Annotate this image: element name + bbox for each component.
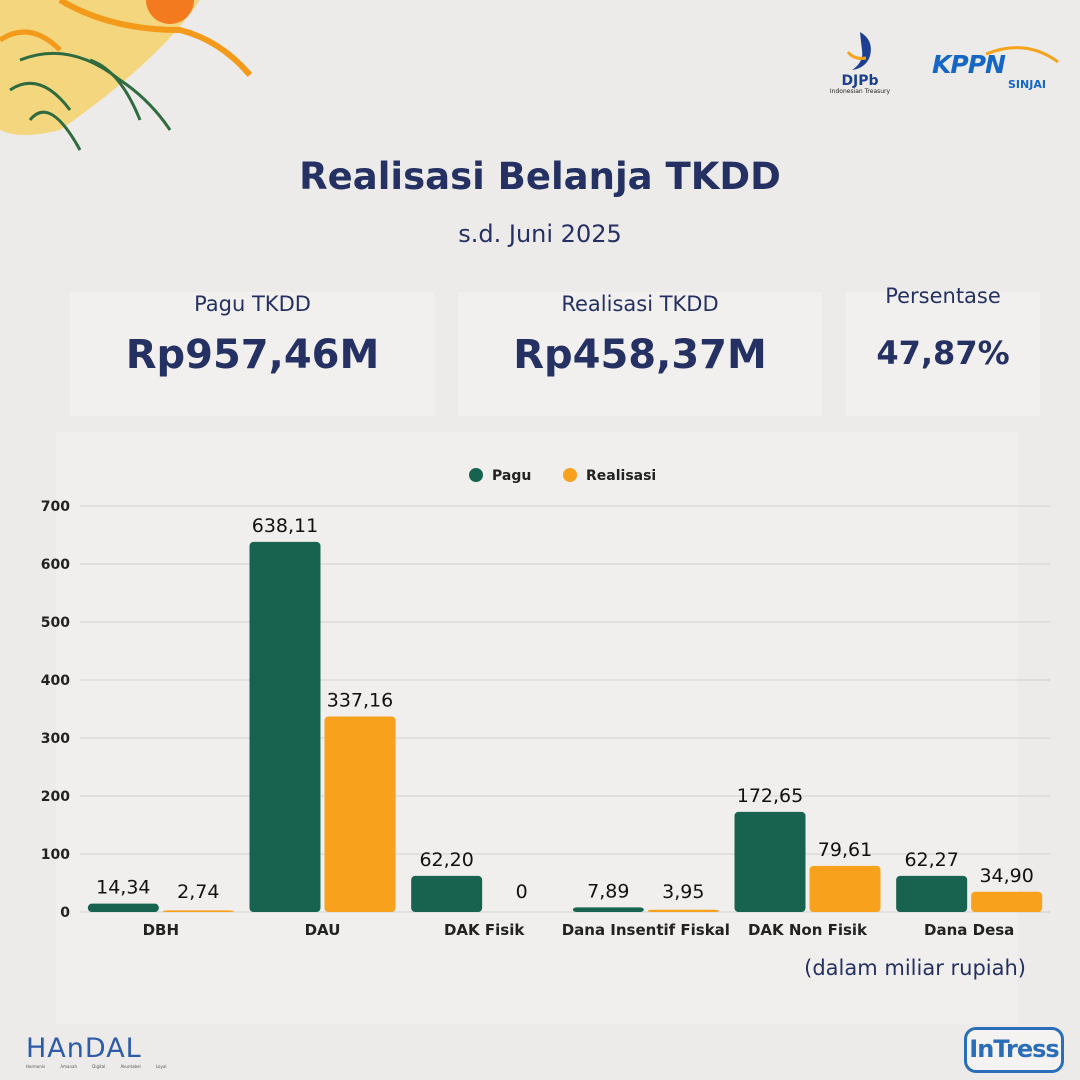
y-tick-label: 0 bbox=[60, 905, 70, 921]
bar-realisasi bbox=[971, 891, 1043, 912]
djpb-subtitle: Indonesian Treasury bbox=[829, 88, 891, 95]
bar-pagu bbox=[249, 541, 321, 912]
bar-pagu bbox=[572, 907, 644, 912]
x-tick-label: DBH bbox=[143, 921, 179, 939]
x-tick-label: DAK Non Fisik bbox=[748, 921, 868, 939]
data-label-pagu: 172,65 bbox=[737, 785, 803, 807]
page-title: Realisasi Belanja TKDD bbox=[299, 155, 781, 198]
data-label-realisasi: 34,90 bbox=[979, 865, 1033, 887]
bar-realisasi bbox=[324, 716, 396, 912]
bar-realisasi bbox=[647, 909, 719, 912]
x-tick-label: DAU bbox=[305, 921, 341, 939]
chart-panel bbox=[56, 432, 1018, 1024]
djpb-emblem-icon bbox=[846, 32, 871, 70]
djpb-name: DJPb bbox=[841, 73, 879, 89]
data-label-pagu: 62,20 bbox=[419, 849, 473, 871]
legend-pagu-label: Pagu bbox=[492, 468, 531, 484]
legend-realisasi-swatch bbox=[563, 468, 577, 482]
realisasi-value: Rp458,37M bbox=[513, 332, 767, 378]
data-label-pagu: 7,89 bbox=[587, 880, 629, 902]
legend-realisasi-label: Realisasi bbox=[586, 468, 656, 484]
page-subtitle: s.d. Juni 2025 bbox=[458, 220, 622, 248]
y-tick-label: 100 bbox=[41, 847, 70, 863]
realisasi-label: Realisasi TKDD bbox=[561, 292, 719, 316]
unit-note: (dalam miliar rupiah) bbox=[804, 956, 1026, 980]
kppn-office: SINJAI bbox=[1008, 78, 1046, 91]
data-label-realisasi: 3,95 bbox=[662, 881, 704, 903]
bar-realisasi bbox=[809, 865, 881, 912]
kppn-name: KPPN bbox=[932, 50, 1006, 79]
bar-pagu bbox=[896, 875, 968, 912]
data-label-realisasi: 2,74 bbox=[177, 881, 219, 903]
x-tick-label: Dana Desa bbox=[924, 921, 1014, 939]
bar-pagu bbox=[87, 903, 159, 912]
data-label-realisasi: 337,16 bbox=[327, 689, 393, 711]
x-tick-label: Dana Insentif Fiskal bbox=[562, 921, 730, 939]
realisasi-card: Realisasi TKDD Rp458,37M bbox=[458, 292, 822, 416]
data-label-pagu: 638,11 bbox=[252, 515, 318, 537]
persentase-label: Persentase bbox=[885, 284, 1001, 308]
pagu-card: Pagu TKDD Rp957,46M bbox=[70, 292, 435, 416]
data-label-pagu: 14,34 bbox=[96, 877, 150, 899]
y-tick-label: 200 bbox=[41, 789, 70, 805]
bar-realisasi bbox=[162, 910, 234, 912]
x-tick-label: DAK Fisik bbox=[444, 921, 525, 939]
y-tick-label: 700 bbox=[41, 499, 70, 515]
bar-pagu bbox=[411, 875, 483, 912]
pagu-value: Rp957,46M bbox=[125, 332, 380, 378]
legend-pagu-swatch bbox=[469, 468, 483, 482]
handal-tagline: Harmonis Amanah Digital Akuntabel Loyal bbox=[26, 1064, 167, 1069]
y-tick-label: 600 bbox=[41, 557, 70, 573]
y-tick-label: 400 bbox=[41, 673, 70, 689]
intress-logo: InTress bbox=[964, 1027, 1064, 1073]
handal-name: HAnDAL bbox=[26, 1033, 142, 1064]
y-tick-label: 500 bbox=[41, 615, 70, 631]
kppn-swoosh-icon bbox=[985, 46, 1059, 64]
data-label-realisasi: 0 bbox=[516, 881, 528, 903]
bar-pagu bbox=[734, 811, 806, 912]
intress-name: InTress bbox=[969, 1035, 1059, 1063]
y-tick-label: 300 bbox=[41, 731, 70, 747]
pagu-label: Pagu TKDD bbox=[194, 292, 311, 316]
handal-logo: HAnDAL Harmonis Amanah Digital Akuntabel… bbox=[26, 1034, 184, 1074]
kppn-logo: KPPN SINJAI bbox=[926, 40, 1066, 92]
data-label-pagu: 62,27 bbox=[904, 849, 958, 871]
persentase-value: 47,87% bbox=[876, 334, 1010, 372]
decorative-leaf-art bbox=[0, 0, 253, 151]
djpb-logo: DJPb Indonesian Treasury bbox=[822, 30, 898, 108]
persentase-card: Persentase 47,87% bbox=[846, 284, 1040, 416]
data-label-realisasi: 79,61 bbox=[818, 839, 872, 861]
